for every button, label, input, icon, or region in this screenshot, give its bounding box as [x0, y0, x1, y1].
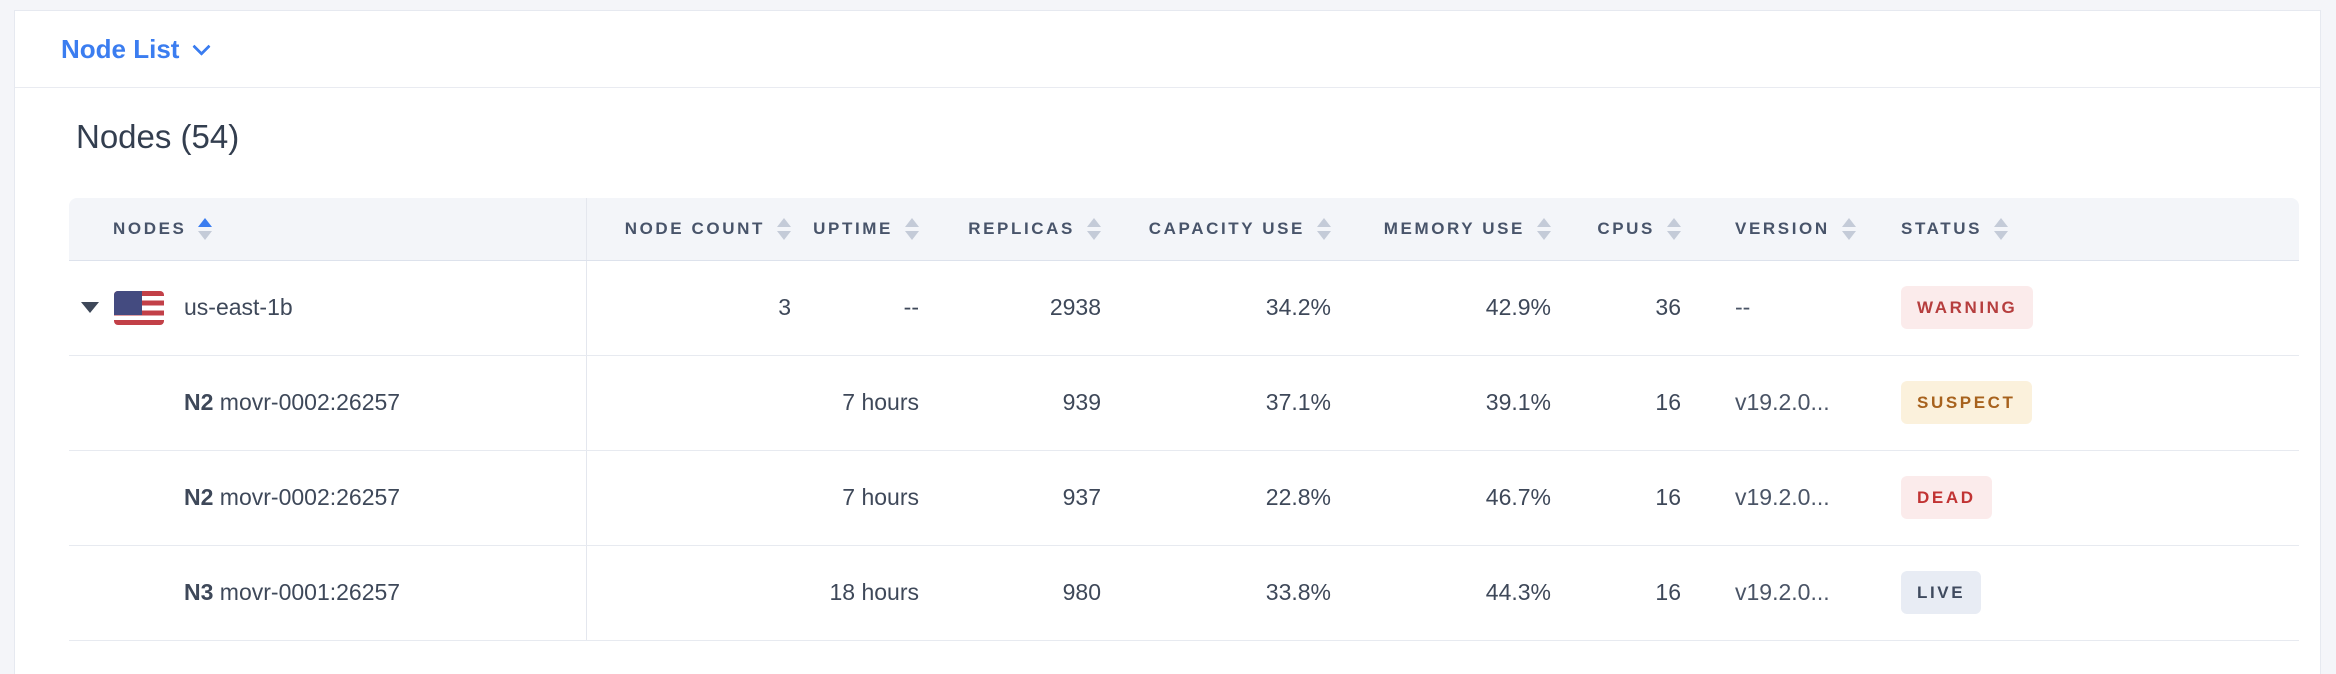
- column-header-uptime[interactable]: UPTIME: [811, 198, 939, 261]
- region-name: us-east-1b: [184, 294, 293, 320]
- nodes-table: NODES NODE COUNT UPTIME: [69, 198, 2299, 641]
- sort-icon: [1994, 217, 2009, 240]
- table-header-row: NODES NODE COUNT UPTIME: [69, 198, 2299, 261]
- sort-icon: [1537, 217, 1551, 240]
- node-id: N2: [184, 389, 220, 415]
- sort-icon: [1317, 217, 1331, 240]
- cell-uptime: 18 hours: [811, 545, 939, 641]
- cell-memory-use: 46.7%: [1351, 450, 1571, 546]
- sort-icon: [198, 217, 213, 240]
- status-badge: SUSPECT: [1901, 380, 2032, 425]
- table-row-node[interactable]: N3 movr-0001:26257 18 hours 980 33.8% 44…: [69, 545, 2299, 641]
- cell-capacity-use: 33.8%: [1121, 545, 1351, 641]
- node-address: movr-0001:26257: [219, 579, 401, 605]
- column-header-capacity-use[interactable]: CAPACITY USE: [1121, 198, 1351, 261]
- column-header-cpus[interactable]: CPUS: [1571, 198, 1701, 261]
- node-list-card: Node List Nodes (54) NODES: [14, 10, 2321, 674]
- cell-node-count: 3: [586, 260, 811, 356]
- cell-cpus: 36: [1571, 260, 1701, 356]
- cell-capacity-use: 22.8%: [1121, 450, 1351, 546]
- cell-cpus: 16: [1571, 545, 1701, 641]
- cell-replicas: 2938: [939, 260, 1121, 356]
- cell-memory-use: 39.1%: [1351, 355, 1571, 451]
- node-address: movr-0002:26257: [219, 484, 401, 510]
- nodes-table-wrap: NODES NODE COUNT UPTIME: [69, 198, 2320, 641]
- cell-uptime: 7 hours: [811, 450, 939, 546]
- table-row-node[interactable]: N2 movr-0002:26257 7 hours 939 37.1% 39.…: [69, 355, 2299, 451]
- cell-memory-use: 42.9%: [1351, 260, 1571, 356]
- cell-capacity-use: 37.1%: [1121, 355, 1351, 451]
- sort-icon: [1667, 217, 1681, 240]
- collapse-caret-icon[interactable]: [81, 302, 99, 313]
- column-header-replicas[interactable]: REPLICAS: [939, 198, 1121, 261]
- sort-icon: [1087, 217, 1101, 240]
- cell-capacity-use: 34.2%: [1121, 260, 1351, 356]
- node-id: N2: [184, 484, 220, 510]
- column-header-memory-use[interactable]: MEMORY USE: [1351, 198, 1571, 261]
- cell-replicas: 937: [939, 450, 1121, 546]
- cell-replicas: 980: [939, 545, 1121, 641]
- cell-node-count: [586, 450, 811, 546]
- table-row-node[interactable]: N2 movr-0002:26257 7 hours 937 22.8% 46.…: [69, 450, 2299, 546]
- column-header-status[interactable]: STATUS: [1891, 198, 2299, 261]
- status-badge: LIVE: [1901, 570, 1982, 615]
- node-id: N3: [184, 579, 220, 605]
- cell-cpus: 16: [1571, 450, 1701, 546]
- cell-node-count: [586, 545, 811, 641]
- cell-version: --: [1701, 260, 1891, 356]
- sort-icon: [905, 217, 919, 240]
- sort-icon: [777, 217, 791, 240]
- sort-icon: [1841, 217, 1856, 240]
- column-header-node-count[interactable]: NODE COUNT: [586, 198, 811, 261]
- view-selector-label: Node List: [61, 33, 180, 64]
- node-address: movr-0002:26257: [219, 389, 401, 415]
- cell-uptime: --: [811, 260, 939, 356]
- status-badge: WARNING: [1901, 285, 2034, 330]
- cell-version: v19.2.0...: [1701, 545, 1891, 641]
- table-row-region[interactable]: us-east-1b 3 -- 2938 34.2% 42.9% 36 -- W…: [69, 260, 2299, 356]
- column-header-version[interactable]: VERSION: [1701, 198, 1891, 261]
- cell-node-count: [586, 355, 811, 451]
- cell-uptime: 7 hours: [811, 355, 939, 451]
- us-flag-icon: [114, 290, 164, 325]
- cell-replicas: 939: [939, 355, 1121, 451]
- column-header-nodes[interactable]: NODES: [69, 198, 587, 261]
- cell-version: v19.2.0...: [1701, 355, 1891, 451]
- cell-memory-use: 44.3%: [1351, 545, 1571, 641]
- status-badge: DEAD: [1901, 475, 1992, 520]
- cell-version: v19.2.0...: [1701, 450, 1891, 546]
- cell-cpus: 16: [1571, 355, 1701, 451]
- view-selector-dropdown[interactable]: Node List: [61, 33, 212, 65]
- page-title: Nodes (54): [76, 118, 240, 155]
- topbar: Node List: [15, 11, 2320, 88]
- chevron-down-icon: [192, 36, 212, 56]
